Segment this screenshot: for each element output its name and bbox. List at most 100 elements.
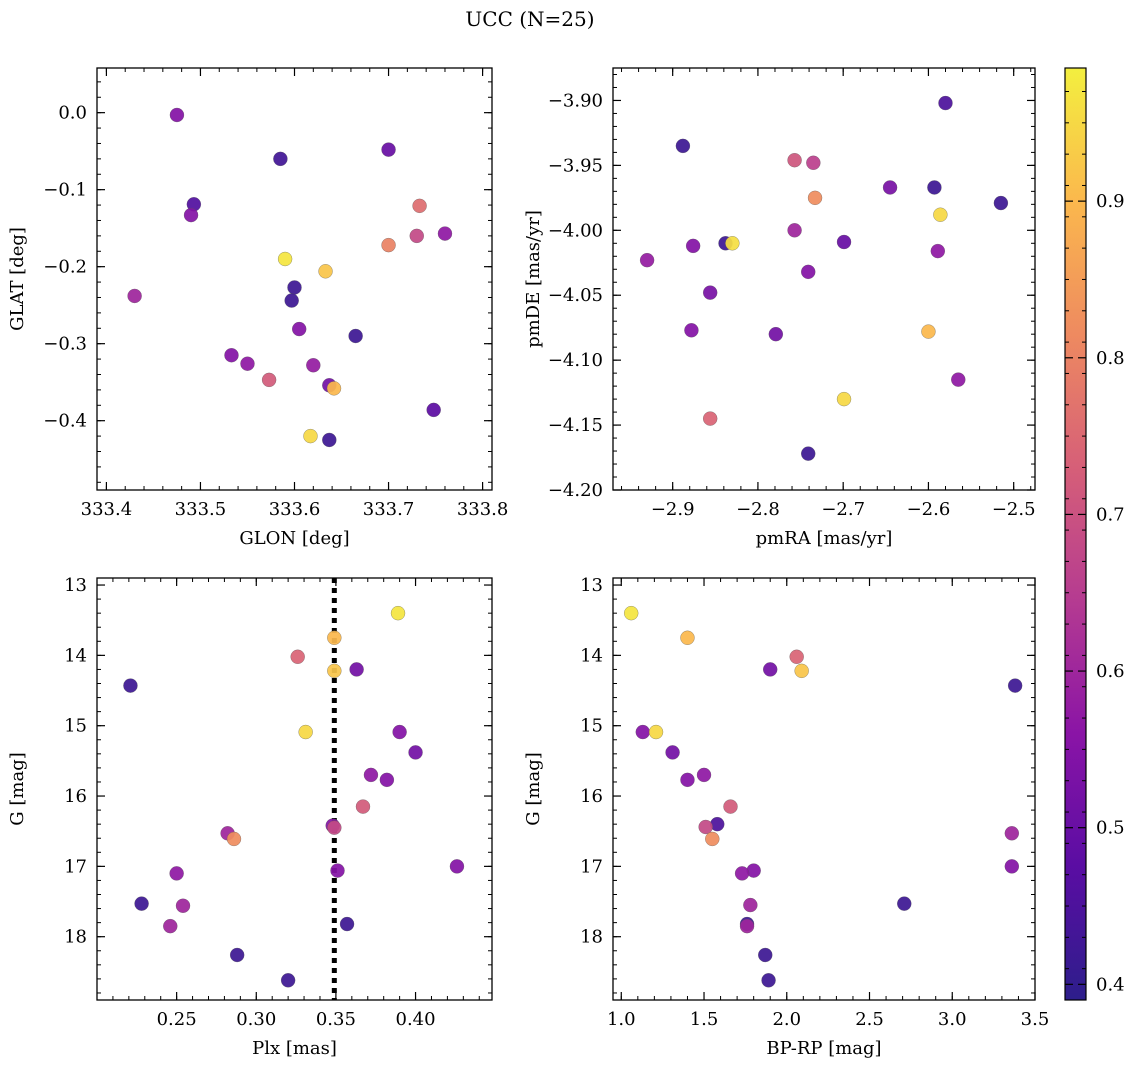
y-tick-label: −0.2: [43, 257, 87, 278]
scatter-point: [327, 820, 342, 835]
colorbar-tick-label: 0.5: [1096, 818, 1125, 839]
scatter-point: [412, 198, 427, 214]
y-tick-label: −4.10: [548, 350, 603, 371]
y-tick-label: −0.3: [43, 334, 87, 355]
colorbar-tick-label: 0.6: [1096, 661, 1125, 682]
ticks: −2.9 −2.8 −2.7 −2.6 −2.5 −3.90 −3.95 −4.00 −4.05…: [548, 68, 1036, 520]
scatter-point: [318, 264, 333, 279]
y-tick-label: 0.0: [58, 103, 87, 124]
scatter-point: [927, 180, 942, 195]
x-tick-label: 333.6: [269, 499, 321, 520]
scatter-point: [789, 649, 804, 665]
scatter-point: [355, 799, 371, 814]
scatter-point: [169, 107, 185, 123]
scatter-point: [327, 630, 342, 646]
scatter-point: [287, 280, 302, 295]
scatter-point: [684, 323, 699, 338]
scatter-point: [768, 326, 784, 342]
scatter-point: [224, 347, 239, 363]
scatter-point: [882, 180, 898, 195]
scatter-point: [665, 745, 680, 760]
y-axis-label: GLAT [deg]: [7, 227, 28, 331]
x-tick-label: −2.8: [736, 499, 780, 520]
scatter-point: [169, 866, 184, 881]
x-tick-label: −2.5: [992, 499, 1036, 520]
x-tick-label: 1.0: [607, 1009, 636, 1030]
y-tick-label: −4.15: [548, 415, 603, 436]
colorbar-tick-label: 0.9: [1096, 191, 1125, 212]
scatter-point: [1004, 826, 1020, 841]
x-tick-label: 333.8: [457, 499, 509, 520]
colorbar-tick-label: 0.7: [1096, 504, 1125, 525]
y-tick-label: 13: [580, 575, 603, 596]
scatter-point: [306, 357, 321, 373]
scatter-point: [1007, 678, 1023, 693]
y-tick-label: −3.95: [548, 155, 603, 176]
scatter-point: [127, 288, 142, 304]
y-tick-label: −0.1: [43, 180, 87, 201]
scatter-point: [273, 151, 288, 167]
scatter-point: [339, 916, 355, 932]
scatter-point: [326, 381, 342, 396]
y-tick-label: 14: [580, 645, 603, 666]
scatter-point: [298, 724, 313, 740]
scatter-point: [290, 649, 305, 665]
y-tick-label: 17: [64, 856, 87, 877]
x-tick-label: 3.0: [938, 1009, 967, 1030]
x-tick-label: −2.6: [907, 499, 951, 520]
colorbar-ticks: 0.4 0.5 0.6 0.7 0.8 0.9: [1065, 90, 1125, 1001]
scatter-point: [836, 391, 852, 407]
scatter-point: [761, 973, 776, 988]
scatter-point: [800, 446, 816, 461]
scatter-point: [303, 428, 318, 444]
scatter-point: [409, 228, 425, 244]
y-tick-label: −4.05: [548, 285, 603, 306]
x-tick-label: 333.7: [363, 499, 415, 520]
scatter-point: [675, 138, 691, 154]
scatter-point: [993, 195, 1009, 211]
scatter-point: [743, 897, 758, 913]
y-tick-label: 15: [64, 716, 87, 737]
x-tick-label: −2.7: [821, 499, 865, 520]
scatter-point: [787, 223, 802, 238]
scatter-point: [702, 411, 718, 426]
x-tick-label: −2.9: [651, 499, 695, 520]
scatter-point: [226, 831, 242, 847]
scatter-point: [437, 226, 453, 241]
proper-motion-panel: −2.9 −2.8 −2.7 −2.6 −2.5 −3.90 −3.95 −4.00 −4.05…: [523, 67, 1036, 549]
y-tick-label: 18: [64, 927, 87, 948]
parallax-magnitude-panel: 0.25 0.30 0.35 0.40 13 14 15 16 17 18 Plx [mas] G […: [7, 575, 493, 1059]
scatter-point: [379, 772, 395, 788]
axes-frame: [612, 577, 1036, 1001]
scatter-point: [134, 896, 149, 911]
scatter-point: [240, 356, 255, 371]
x-tick-label: 0.25: [157, 1009, 197, 1030]
scatter-point: [685, 238, 701, 254]
axes-frame: [96, 577, 493, 1001]
ticks: 1.0 1.5 2.0 2.5 3.0 3.5 13 14 15 16 17 18: [580, 575, 1049, 1030]
scatter-point: [807, 190, 823, 206]
scatter-point: [938, 95, 953, 111]
ticks: 0.25 0.30 0.35 0.40 13 14 15 16 17 18: [64, 575, 492, 1030]
scatter-points: [623, 605, 1023, 988]
scatter-point: [723, 799, 738, 814]
x-tick-label: 3.5: [1021, 1009, 1050, 1030]
x-tick-label: 0.30: [236, 1009, 276, 1030]
x-tick-label: 333.4: [81, 499, 133, 520]
y-tick-label: −3.90: [548, 90, 603, 111]
colorbar: 0.4 0.5 0.6 0.7 0.8 0.9: [1064, 67, 1125, 1001]
scatter-point: [348, 328, 363, 344]
scatter-point: [284, 293, 299, 308]
x-axis-label: BP-RP [mag]: [766, 1038, 881, 1059]
scatter-point: [762, 662, 778, 677]
scatter-point: [951, 372, 966, 387]
scatter-point: [734, 866, 750, 881]
scatter-point: [921, 324, 936, 339]
scatter-point: [933, 207, 948, 222]
scatter-point: [381, 142, 396, 157]
x-axis-label: Plx [mas]: [252, 1038, 337, 1059]
scatter-point: [175, 898, 191, 914]
x-tick-label: 0.35: [316, 1009, 356, 1030]
scatter-point: [327, 663, 342, 679]
scatter-point: [392, 724, 407, 740]
